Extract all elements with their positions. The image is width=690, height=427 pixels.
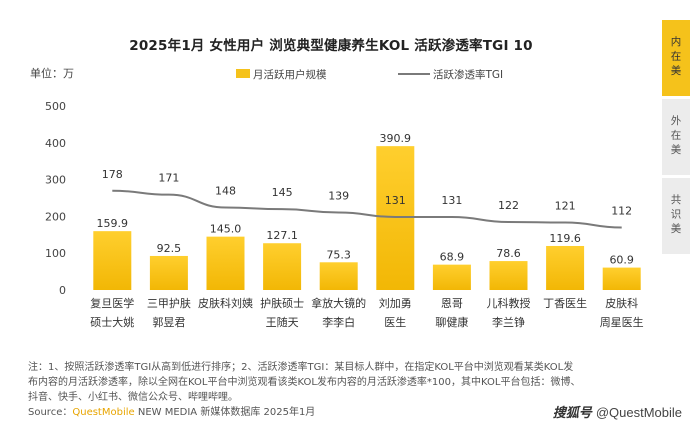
bar-value-label: 159.9 bbox=[97, 217, 129, 230]
watermark-text: @QuestMobile bbox=[595, 405, 682, 420]
tab-inner-beauty-label: 内在美 bbox=[669, 36, 682, 80]
line-value-label: 122 bbox=[498, 199, 519, 212]
y-tick-label: 500 bbox=[45, 100, 66, 113]
x-tick-label: 护肤硕士 bbox=[260, 296, 304, 310]
tab-outer-beauty-label: 外在美 bbox=[669, 115, 682, 159]
x-tick-label: 王随天 bbox=[266, 315, 299, 329]
bar-value-label: 78.6 bbox=[496, 247, 521, 260]
bar bbox=[602, 267, 641, 290]
line-value-label: 148 bbox=[215, 184, 236, 197]
x-tick-label: 李兰铮 bbox=[492, 315, 525, 329]
x-tick-label: 医生 bbox=[384, 315, 406, 329]
y-tick-label: 400 bbox=[45, 137, 66, 150]
legend-bar-label: 月活跃用户规模 bbox=[253, 68, 327, 81]
chart-title: 2025年1月 女性用户 浏览典型健康养生KOL 活跃渗透率TGI 10 bbox=[129, 38, 533, 54]
bar-value-label: 60.9 bbox=[609, 254, 634, 267]
line-value-label: 112 bbox=[611, 205, 632, 218]
source-brand: QuestMobile bbox=[72, 407, 135, 418]
bar bbox=[206, 236, 245, 290]
bar-series bbox=[93, 146, 641, 290]
bar-value-label: 145.0 bbox=[210, 223, 242, 236]
bar bbox=[489, 261, 528, 290]
line-value-label: 171 bbox=[158, 172, 179, 185]
x-tick-label: 恩哥 bbox=[441, 297, 463, 310]
bar-value-labels: 159.9 92.5 145.0 127.1 75.3 390.9 68.9 78.6 119.… bbox=[97, 132, 634, 266]
x-tick-label: 皮肤科刘姨 bbox=[198, 296, 253, 310]
x-tick-label: 儿科教授 bbox=[487, 296, 531, 310]
x-tick-label: 硕士大姚 bbox=[90, 315, 134, 329]
bar-value-label: 92.5 bbox=[157, 242, 182, 255]
y-tick-label: 200 bbox=[45, 210, 66, 223]
bar-value-label: 119.6 bbox=[549, 232, 581, 245]
bar bbox=[149, 255, 188, 290]
x-tick-label: 复旦医学 bbox=[90, 296, 134, 310]
x-tick-label: 三甲护肤 bbox=[147, 296, 191, 310]
y-tick-label: 100 bbox=[45, 247, 66, 260]
footnotes: 注：1、按照活跃渗透率TGI从高到低进行排序；2、活跃渗透率TGI：某目标人群中… bbox=[28, 360, 662, 420]
chart: 单位：万 月活跃用户规模 活跃渗透率TGI 0 100 200 300 400 500 1… bbox=[30, 66, 644, 329]
x-tick-label: 丁香医生 bbox=[543, 296, 587, 310]
y-axis: 0 100 200 300 400 500 bbox=[45, 100, 66, 297]
bar bbox=[376, 146, 415, 290]
line-value-labels: 178 171 148 145 139 131 131 122 121 112 bbox=[102, 168, 632, 218]
x-tick-label: 刘加勇 bbox=[379, 297, 412, 310]
watermark-badge: 搜狐号 bbox=[552, 405, 592, 420]
chart-legend: 月活跃用户规模 活跃渗透率TGI bbox=[236, 68, 503, 81]
tab-consensus-beauty[interactable]: 共识美 bbox=[662, 178, 690, 254]
legend-bar-swatch bbox=[236, 69, 250, 78]
unit-label: 单位：万 bbox=[30, 66, 74, 80]
source-line: Source：QuestMobile NEW MEDIA 新媒体数据库 2025… bbox=[28, 405, 662, 420]
bar-value-label: 390.9 bbox=[380, 132, 412, 145]
x-tick-label: 聊健康 bbox=[435, 315, 468, 329]
legend-line-label: 活跃渗透率TGI bbox=[433, 68, 503, 81]
tab-outer-beauty[interactable]: 外在美 bbox=[662, 99, 690, 175]
line-value-label: 131 bbox=[385, 194, 406, 207]
bar bbox=[546, 245, 585, 290]
x-tick-label: 郭昱君 bbox=[152, 316, 185, 329]
x-tick-label: 周星医生 bbox=[600, 315, 644, 329]
bar bbox=[319, 262, 358, 290]
source-prefix: Source： bbox=[28, 407, 73, 418]
bar bbox=[93, 231, 132, 290]
line-value-label: 145 bbox=[272, 186, 293, 199]
note-line-3: 抖音、快手、小红书、微信公众号、哔哩哔哩。 bbox=[28, 392, 238, 403]
tgi-line bbox=[112, 189, 622, 229]
y-tick-label: 0 bbox=[59, 284, 66, 297]
line-value-label: 131 bbox=[441, 194, 462, 207]
tab-inner-beauty[interactable]: 内在美 bbox=[662, 20, 690, 96]
watermark: 搜狐号 @QuestMobile bbox=[553, 402, 682, 421]
x-tick-label: 皮肤科 bbox=[605, 296, 638, 310]
line-value-label: 121 bbox=[555, 200, 576, 213]
bar-value-label: 75.3 bbox=[326, 248, 351, 261]
line-value-label: 139 bbox=[328, 189, 349, 202]
bar bbox=[432, 264, 471, 290]
note-line-1: 注：1、按照活跃渗透率TGI从高到低进行排序；2、活跃渗透率TGI：某目标人群中… bbox=[28, 362, 574, 373]
bar bbox=[263, 243, 302, 290]
bar-value-label: 127.1 bbox=[266, 229, 298, 242]
x-tick-label: 李李白 bbox=[322, 315, 355, 329]
bar-value-label: 68.9 bbox=[440, 251, 465, 264]
line-value-label: 178 bbox=[102, 168, 123, 181]
y-tick-label: 300 bbox=[45, 174, 66, 187]
tab-consensus-beauty-label: 共识美 bbox=[669, 194, 682, 238]
side-tabs: 内在美 外在美 共识美 bbox=[662, 20, 690, 257]
source-suffix: NEW MEDIA 新媒体数据库 2025年1月 bbox=[134, 407, 316, 418]
note-line-2: 布内容的月活跃渗透率，除以全网在KOL平台中浏览观看该类KOL发布内容的月活跃渗… bbox=[28, 377, 581, 388]
x-tick-label: 拿放大镜的 bbox=[311, 296, 366, 310]
